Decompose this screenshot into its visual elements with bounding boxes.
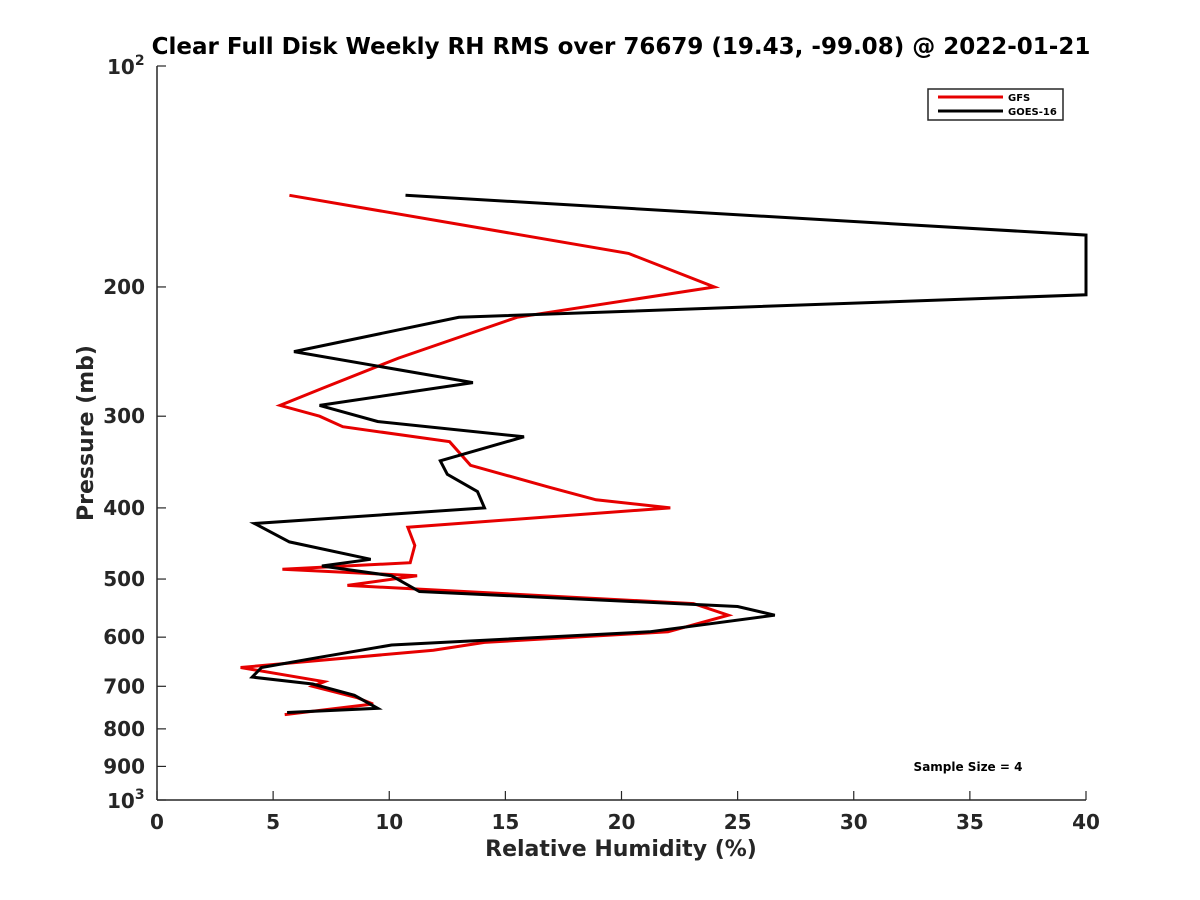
chart-title: Clear Full Disk Weekly RH RMS over 76679… [152, 34, 1091, 60]
y-tick-label: 900 [103, 754, 145, 778]
series-line-goes-16 [249, 193, 1088, 714]
y-tick-label: 102 [107, 53, 145, 79]
y-tick-label: 500 [103, 567, 145, 591]
y-axis-label: Pressure (mb) [74, 345, 99, 521]
x-tick-label: 5 [266, 810, 280, 834]
sample-size-annotation: Sample Size = 4 [914, 760, 1023, 774]
x-tick-label: 15 [491, 810, 519, 834]
legend-label-goes-16: GOES-16 [1008, 107, 1057, 118]
y-axis-ticks: 102 200 300 400 500 600 700 800 900 103 [103, 53, 166, 813]
legend: GFS GOES-16 [927, 88, 1064, 121]
x-tick-label: 0 [150, 810, 164, 834]
y-tick-label: 600 [103, 625, 145, 649]
legend-label-gfs: GFS [1008, 93, 1030, 104]
y-tick-label: 400 [103, 496, 145, 520]
x-tick-label: 20 [608, 810, 636, 834]
series-line-gfs [240, 193, 734, 717]
x-tick-label: 30 [840, 810, 868, 834]
legend-box [927, 88, 1064, 121]
x-tick-label: 40 [1072, 810, 1100, 834]
y-tick-label: 700 [103, 674, 145, 698]
series-layer [240, 193, 1088, 717]
x-tick-label: 25 [724, 810, 752, 834]
y-tick-label: 200 [103, 275, 145, 299]
y-tick-label: 800 [103, 717, 145, 741]
x-axis-ticks: 0 5 10 15 20 25 30 35 40 [150, 791, 1100, 834]
x-tick-label: 35 [956, 810, 984, 834]
y-tick-label: 103 [107, 787, 145, 813]
x-tick-label: 10 [375, 810, 403, 834]
y-tick-label: 300 [103, 404, 145, 428]
x-axis-label: Relative Humidity (%) [485, 837, 757, 862]
